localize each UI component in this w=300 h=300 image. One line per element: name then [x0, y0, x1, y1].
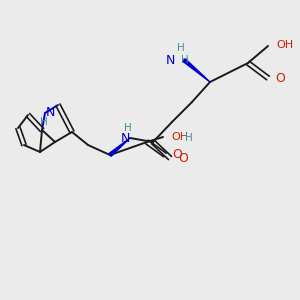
Text: H: H — [124, 123, 132, 133]
Text: H: H — [181, 55, 189, 65]
Text: H: H — [40, 117, 48, 127]
Text: N: N — [121, 131, 130, 145]
Polygon shape — [109, 138, 130, 156]
Text: N: N — [166, 53, 175, 67]
Text: H: H — [177, 43, 185, 53]
Text: N: N — [46, 106, 56, 119]
Text: H: H — [185, 133, 193, 143]
Polygon shape — [183, 59, 210, 82]
Text: O: O — [275, 71, 285, 85]
Text: OH: OH — [276, 40, 293, 50]
Text: O: O — [178, 152, 188, 164]
Text: OH: OH — [171, 132, 188, 142]
Text: O: O — [172, 148, 182, 161]
